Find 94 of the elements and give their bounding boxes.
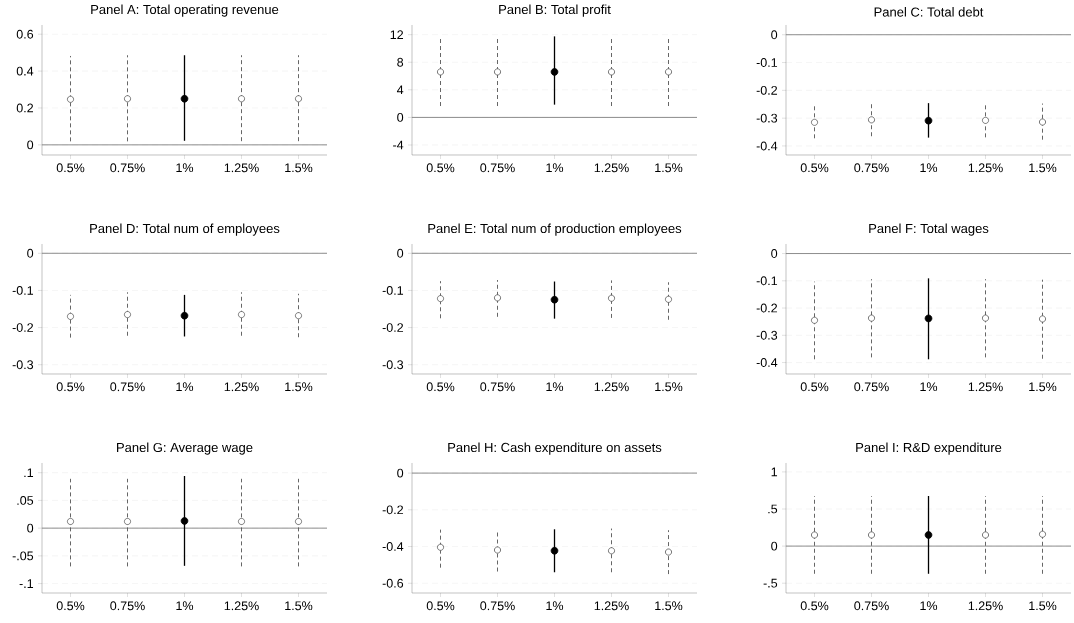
x-tick-label: 1.5% bbox=[1029, 163, 1057, 173]
y-tick-label: -.5 bbox=[763, 578, 778, 588]
x-tick-label: 1.25% bbox=[968, 382, 1003, 392]
x-tick-label: 1.25% bbox=[968, 601, 1003, 611]
x-tick-label: 1.25% bbox=[594, 382, 629, 392]
x-tick-label: 0.5% bbox=[426, 601, 455, 611]
x-tick-label: 1.25% bbox=[968, 163, 1003, 173]
x-tick-label: 1% bbox=[920, 163, 938, 173]
x-tick-label: 1.5% bbox=[655, 601, 683, 611]
x-tick-label: 1% bbox=[176, 601, 194, 611]
y-tick-label: .5 bbox=[768, 504, 778, 514]
y-tick-label: -0.4 bbox=[756, 141, 778, 151]
x-tick-label: 0.5% bbox=[800, 163, 829, 173]
y-tick-label: -0.4 bbox=[382, 542, 404, 551]
y-tick-label: 4 bbox=[396, 85, 404, 95]
chart-title: Panel G: Average wage bbox=[117, 442, 253, 455]
x-tick-label: 1.25% bbox=[224, 601, 259, 611]
y-tick-label: 1 bbox=[771, 467, 778, 477]
x-tick-label: 1.25% bbox=[224, 382, 259, 392]
y-tick-label: -0.1 bbox=[756, 58, 778, 67]
x-tick-label: 0.5% bbox=[426, 163, 455, 173]
x-tick-label: 0.75% bbox=[110, 382, 145, 392]
x-tick-label: 0.5% bbox=[426, 382, 455, 392]
x-tick-label: 1% bbox=[920, 601, 938, 611]
x-tick-label: 1% bbox=[546, 163, 564, 173]
x-tick-label: 0.75% bbox=[110, 601, 145, 611]
chart-title: Panel E: Total num of production employees bbox=[428, 223, 682, 236]
x-tick-label: 0.75% bbox=[854, 163, 889, 173]
chart-title: Panel A: Total operating revenue bbox=[91, 4, 279, 17]
y-tick-label: -0.2 bbox=[756, 85, 778, 95]
y-tick-label: 8 bbox=[397, 57, 404, 67]
x-tick-label: 1.5% bbox=[1029, 601, 1057, 611]
x-tick-label: 1.5% bbox=[285, 601, 313, 611]
x-tick-label: 0.5% bbox=[56, 601, 85, 611]
x-tick-label: 1% bbox=[546, 382, 564, 392]
x-tick-label: 1.25% bbox=[224, 163, 259, 173]
x-tick-label: 1.5% bbox=[1029, 382, 1057, 392]
y-tick-label: -0.2 bbox=[382, 505, 404, 515]
x-tick-label: 1.5% bbox=[285, 382, 313, 392]
y-tick-label: 0 bbox=[771, 30, 778, 40]
y-tick-label: 0.6 bbox=[16, 29, 34, 39]
chart-title: Panel F: Total wages bbox=[869, 223, 989, 236]
x-tick-label: 1.5% bbox=[655, 163, 683, 173]
x-tick-label: 1% bbox=[546, 601, 564, 611]
y-tick-label: -0.3 bbox=[756, 113, 778, 123]
y-tick-label: -0.1 bbox=[12, 285, 34, 295]
y-tick-label: -0.3 bbox=[756, 330, 778, 340]
y-tick-label: -0.3 bbox=[382, 360, 404, 370]
x-tick-label: 1.5% bbox=[285, 163, 313, 173]
x-tick-label: 1.25% bbox=[594, 163, 629, 173]
x-tick-label: 1.25% bbox=[594, 601, 629, 611]
y-tick-label: 0 bbox=[27, 140, 34, 150]
y-tick-label: -.1 bbox=[19, 579, 34, 588]
chart-title: Panel B: Total profit bbox=[499, 4, 611, 17]
y-tick-label: .1 bbox=[24, 468, 34, 477]
y-tick-label: 0 bbox=[771, 541, 778, 551]
chart-title: Panel C: Total debt bbox=[874, 7, 984, 17]
x-tick-label: 0.75% bbox=[854, 382, 889, 392]
x-tick-label: 1.5% bbox=[655, 382, 683, 392]
y-tick-label: -0.1 bbox=[382, 285, 404, 295]
y-tick-label: 0.2 bbox=[16, 103, 34, 113]
y-tick-label: -4 bbox=[393, 140, 404, 150]
x-tick-label: 0.75% bbox=[110, 163, 145, 173]
y-tick-label: -0.6 bbox=[382, 578, 404, 588]
y-tick-label: 0 bbox=[397, 248, 404, 258]
x-tick-label: 0.5% bbox=[800, 382, 829, 392]
x-tick-label: 0.75% bbox=[480, 382, 515, 392]
y-tick-label: -0.2 bbox=[756, 303, 778, 313]
x-tick-label: 0.5% bbox=[56, 382, 85, 392]
chart-title: Panel D: Total num of employees bbox=[90, 223, 280, 236]
y-tick-label: -0.1 bbox=[756, 276, 778, 286]
x-tick-label: 0.75% bbox=[854, 601, 889, 611]
x-tick-label: 1% bbox=[176, 382, 194, 392]
y-tick-label: -0.3 bbox=[12, 360, 34, 370]
y-tick-label: 0 bbox=[27, 248, 34, 258]
x-tick-label: 0.5% bbox=[800, 601, 829, 611]
y-tick-label: 0 bbox=[771, 249, 778, 258]
chart-title: Panel H: Cash expenditure on assets bbox=[448, 442, 662, 455]
y-tick-label: 0 bbox=[397, 112, 404, 122]
x-tick-label: 1% bbox=[176, 163, 194, 173]
y-tick-label: 0 bbox=[27, 523, 34, 533]
y-tick-label: -0.4 bbox=[756, 358, 778, 367]
x-tick-label: 1% bbox=[920, 382, 938, 392]
y-tick-label: 12 bbox=[390, 30, 404, 40]
x-tick-label: 0.75% bbox=[480, 601, 515, 611]
y-tick-label: -.05 bbox=[12, 551, 34, 561]
y-tick-label: .05 bbox=[17, 495, 34, 505]
y-tick-label: -0.2 bbox=[382, 323, 404, 332]
y-tick-label: 0 bbox=[397, 468, 404, 478]
y-tick-label: -0.2 bbox=[12, 323, 34, 332]
x-tick-label: 0.75% bbox=[480, 163, 515, 173]
y-tick-label: 0.4 bbox=[16, 66, 34, 76]
chart-title: Panel I: R&D expenditure bbox=[856, 442, 1002, 455]
x-tick-label: 0.5% bbox=[56, 163, 85, 173]
